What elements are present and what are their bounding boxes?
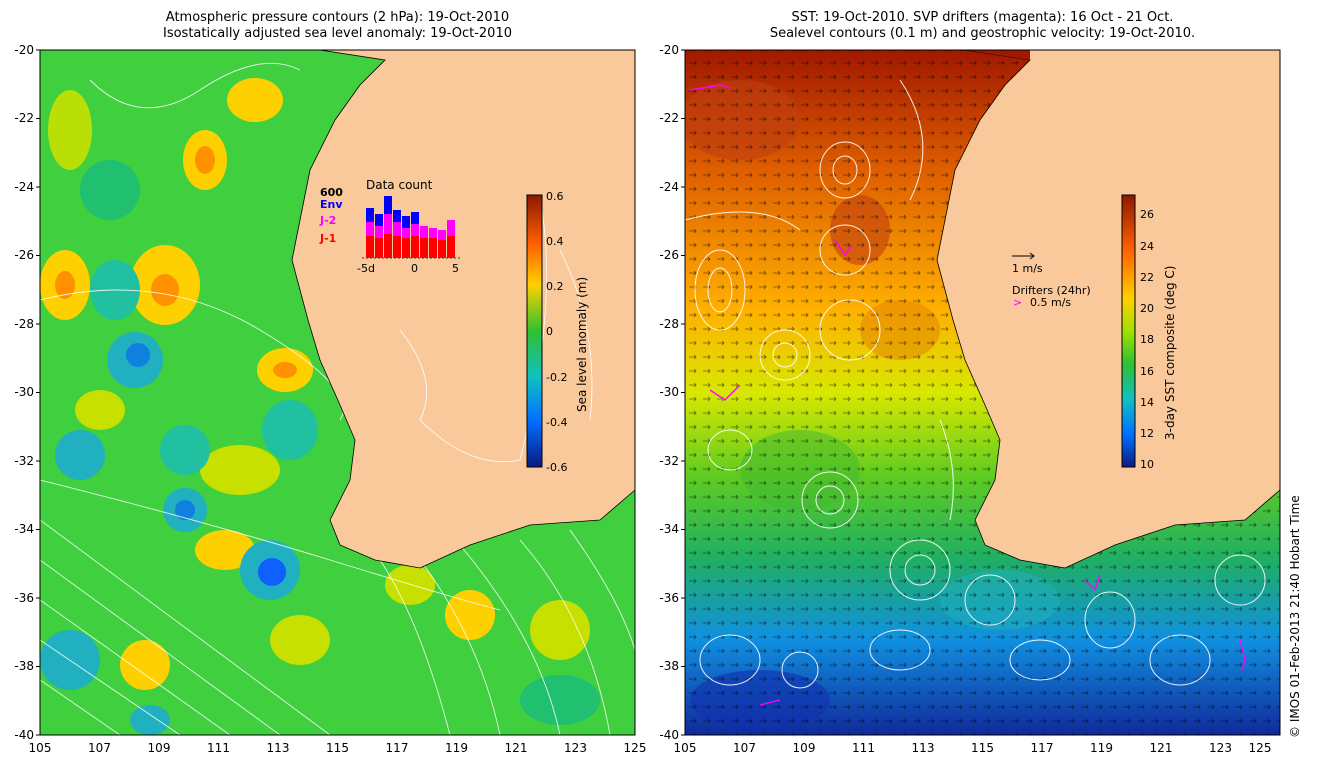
cbar-tick: 10 [1140,458,1154,471]
y-tick: -22 [659,111,679,125]
cbar-tick: 22 [1140,271,1154,284]
y-tick: -40 [659,728,679,742]
x-tick: 111 [852,741,875,755]
credit-text: © IMOS 01-Feb-2013 21:40 Hobart Time [1288,495,1302,738]
right-title-line1: SST: 19-Oct-2010. SVP drifters (magenta)… [791,10,1174,25]
left-title: Atmospheric pressure contours (2 hPa): 1… [40,10,635,42]
y-tick: -30 [14,385,34,399]
y-tick: -20 [659,43,679,57]
y-tick: -34 [659,522,679,536]
y-tick: -26 [14,248,34,262]
inset-title: Data count [366,178,433,192]
x-tick: 105 [28,741,52,755]
inset-max-label: 600 [320,186,343,199]
y-tick: -22 [14,111,34,125]
x-tick: 121 [1149,741,1173,755]
x-tick: 109 [147,741,171,755]
inset-x-tick: 5 [452,262,459,275]
y-tick: -34 [14,522,34,536]
x-tick: 125 [623,741,647,755]
cbar-tick: 0.2 [546,280,564,293]
velocity-scale-arrow [1012,252,1035,260]
x-tick: 117 [1030,741,1054,755]
x-tick: 105 [673,741,697,755]
x-tick: 125 [1248,741,1272,755]
y-tick: -26 [659,248,679,262]
x-tick: 121 [504,741,528,755]
x-tick: 119 [1090,741,1113,755]
x-tick: 113 [911,741,935,755]
cbar-tick: 24 [1140,240,1154,253]
velocity-scale-label: 1 m/s [1012,262,1043,275]
drifters-scale-label: 0.5 m/s [1030,296,1072,309]
y-tick: -32 [14,454,34,468]
cbar-tick: -0.2 [546,371,568,384]
sst-colorbar [1121,194,1136,468]
right-title: SST: 19-Oct-2010. SVP drifters (magenta)… [685,10,1280,42]
sla-map [40,50,635,735]
drifters-marker-icon: > [1013,296,1023,309]
cbar-tick: 0.4 [546,235,564,248]
y-tick: -38 [659,659,679,673]
x-tick: 107 [733,741,756,755]
cbar-tick: 12 [1140,427,1154,440]
inset-legend-j1: J-1 [320,232,337,245]
cbar-tick: 0 [546,325,553,338]
x-tick: 123 [1209,741,1232,755]
inset-bars [366,196,455,258]
y-tick: -28 [14,317,34,331]
x-tick: 113 [266,741,290,755]
right-title-line2: Sealevel contours (0.1 m) and geostrophi… [769,26,1196,41]
x-tick: 123 [564,741,587,755]
y-tick: -24 [659,180,679,194]
y-tick: -36 [14,591,34,605]
y-tick: -24 [14,180,34,194]
y-tick: -30 [659,385,679,399]
cbar-tick: -0.4 [546,416,568,429]
y-tick: -32 [659,454,679,468]
left-title-line2: Isostatically adjusted sea level anomaly… [162,26,512,41]
x-tick: 119 [445,741,468,755]
sst-colorbar-label: 3-day SST composite (deg C) [1163,265,1177,440]
x-tick: 109 [792,741,816,755]
y-tick: -28 [659,317,679,331]
cbar-tick: 18 [1140,333,1154,346]
cbar-tick: 0.6 [546,190,564,203]
cbar-tick: -0.6 [546,461,568,474]
x-tick: 111 [207,741,230,755]
cbar-tick: 16 [1140,365,1154,378]
left-title-line1: Atmospheric pressure contours (2 hPa): 1… [165,10,510,25]
sla-colorbar-label: Sea level anomaly (m) [575,276,589,412]
data-count-inset [362,196,460,259]
x-tick: 115 [326,741,349,755]
cbar-tick: 20 [1140,302,1154,315]
inset-legend-env: Env [320,198,343,211]
drifters-label: Drifters (24hr) [1012,284,1091,297]
x-tick: 107 [88,741,111,755]
y-tick: -40 [14,728,34,742]
sst-map [685,50,1280,735]
x-tick: 117 [385,741,409,755]
inset-x-tick: -5d [357,262,375,275]
y-tick: -38 [14,659,34,673]
cbar-tick: 26 [1140,208,1154,221]
inset-legend-j2: J-2 [320,214,337,227]
x-tick: 115 [971,741,994,755]
inset-x-tick: 0 [411,262,418,275]
y-tick: -20 [14,43,34,57]
sla-colorbar [526,194,543,468]
y-tick: -36 [659,591,679,605]
cbar-tick: 14 [1140,396,1154,409]
